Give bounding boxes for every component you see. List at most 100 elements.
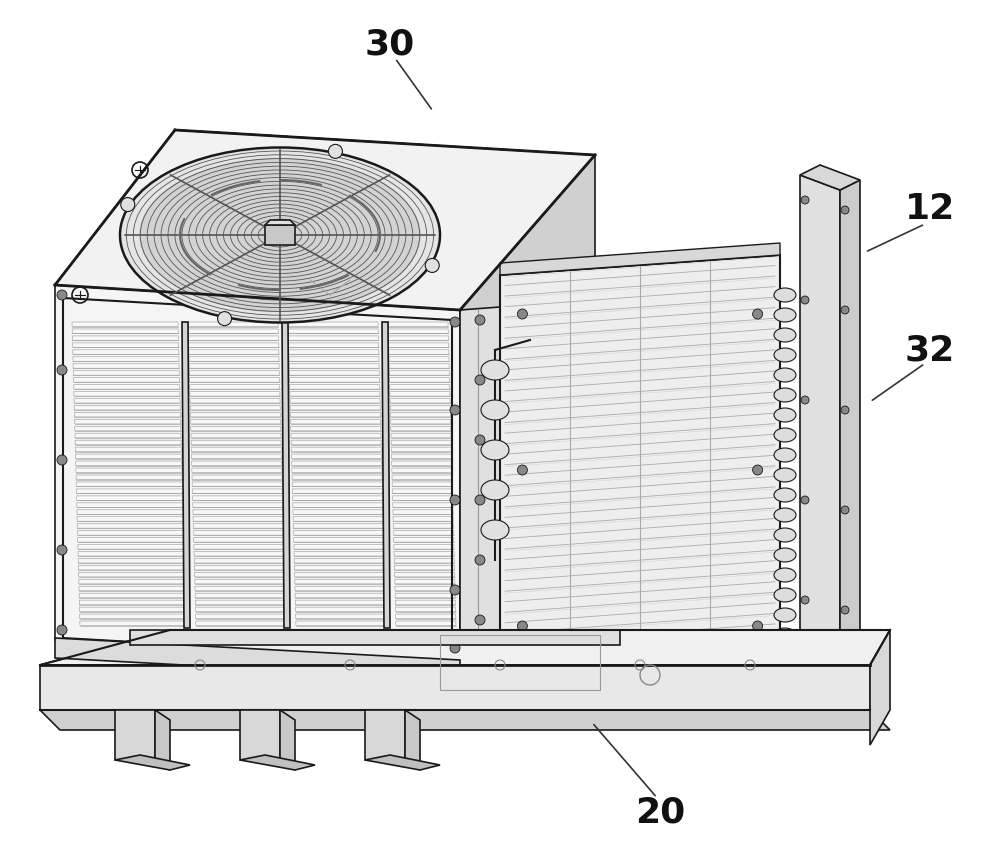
- Polygon shape: [196, 621, 286, 626]
- Ellipse shape: [774, 368, 796, 382]
- Polygon shape: [291, 427, 381, 431]
- Polygon shape: [194, 551, 284, 556]
- Polygon shape: [195, 600, 285, 604]
- Circle shape: [450, 643, 460, 653]
- Polygon shape: [77, 531, 184, 535]
- Polygon shape: [74, 412, 180, 417]
- Circle shape: [801, 296, 809, 304]
- Polygon shape: [800, 175, 840, 680]
- Polygon shape: [394, 538, 454, 542]
- Polygon shape: [395, 572, 455, 577]
- Polygon shape: [78, 551, 184, 556]
- Polygon shape: [79, 580, 185, 584]
- Circle shape: [328, 144, 342, 158]
- Polygon shape: [294, 545, 384, 549]
- Polygon shape: [291, 433, 381, 438]
- Polygon shape: [78, 565, 184, 570]
- Polygon shape: [73, 378, 180, 382]
- Ellipse shape: [774, 628, 796, 642]
- Polygon shape: [155, 710, 170, 770]
- Polygon shape: [389, 357, 449, 362]
- Polygon shape: [72, 329, 178, 333]
- Polygon shape: [295, 572, 385, 577]
- Polygon shape: [390, 398, 450, 403]
- Polygon shape: [389, 343, 449, 347]
- Polygon shape: [292, 475, 382, 480]
- Polygon shape: [395, 607, 456, 611]
- Ellipse shape: [774, 528, 796, 542]
- Polygon shape: [193, 496, 283, 500]
- Polygon shape: [79, 593, 185, 598]
- Polygon shape: [193, 531, 284, 535]
- Polygon shape: [194, 538, 284, 542]
- Polygon shape: [265, 220, 295, 225]
- Polygon shape: [190, 412, 280, 417]
- Circle shape: [57, 625, 67, 635]
- Polygon shape: [75, 440, 181, 445]
- Polygon shape: [188, 322, 278, 327]
- Polygon shape: [40, 665, 870, 710]
- Circle shape: [753, 465, 763, 475]
- Polygon shape: [295, 607, 386, 611]
- Polygon shape: [290, 412, 380, 417]
- Polygon shape: [291, 440, 381, 445]
- Polygon shape: [55, 638, 460, 680]
- Polygon shape: [76, 482, 182, 486]
- Polygon shape: [390, 392, 450, 396]
- Ellipse shape: [481, 440, 509, 460]
- Polygon shape: [74, 392, 180, 396]
- Polygon shape: [840, 180, 860, 680]
- Polygon shape: [391, 433, 451, 438]
- Polygon shape: [76, 468, 182, 473]
- Polygon shape: [80, 614, 186, 619]
- Polygon shape: [190, 405, 280, 410]
- Ellipse shape: [774, 608, 796, 622]
- Circle shape: [801, 196, 809, 204]
- Polygon shape: [392, 468, 452, 473]
- Ellipse shape: [481, 520, 509, 540]
- Polygon shape: [296, 614, 386, 619]
- Polygon shape: [289, 350, 379, 354]
- Polygon shape: [74, 385, 180, 389]
- Polygon shape: [391, 447, 451, 451]
- Polygon shape: [192, 461, 282, 466]
- Polygon shape: [388, 336, 448, 340]
- Polygon shape: [289, 378, 380, 382]
- Polygon shape: [192, 475, 282, 480]
- Polygon shape: [182, 322, 190, 628]
- Polygon shape: [394, 551, 454, 556]
- Polygon shape: [282, 322, 290, 628]
- Polygon shape: [288, 329, 378, 333]
- Polygon shape: [295, 580, 385, 584]
- Polygon shape: [289, 343, 379, 347]
- Circle shape: [841, 606, 849, 614]
- Ellipse shape: [774, 408, 796, 422]
- Circle shape: [475, 375, 485, 385]
- Polygon shape: [393, 496, 453, 500]
- Polygon shape: [289, 357, 379, 362]
- Polygon shape: [500, 243, 780, 275]
- Polygon shape: [79, 572, 185, 577]
- Polygon shape: [195, 607, 286, 611]
- Polygon shape: [77, 496, 183, 500]
- Ellipse shape: [140, 158, 420, 311]
- Circle shape: [425, 258, 439, 273]
- Ellipse shape: [774, 388, 796, 402]
- Polygon shape: [189, 343, 279, 347]
- Polygon shape: [72, 336, 178, 340]
- Circle shape: [517, 621, 527, 631]
- Polygon shape: [294, 558, 384, 563]
- Polygon shape: [290, 398, 380, 403]
- Ellipse shape: [774, 428, 796, 442]
- Ellipse shape: [774, 448, 796, 462]
- Polygon shape: [75, 447, 181, 451]
- Polygon shape: [78, 538, 184, 542]
- Polygon shape: [73, 357, 179, 362]
- Polygon shape: [115, 755, 190, 770]
- Text: 32: 32: [905, 333, 955, 368]
- Polygon shape: [292, 489, 382, 493]
- Polygon shape: [293, 496, 383, 500]
- Polygon shape: [392, 489, 452, 493]
- Polygon shape: [240, 710, 280, 760]
- Polygon shape: [396, 614, 456, 619]
